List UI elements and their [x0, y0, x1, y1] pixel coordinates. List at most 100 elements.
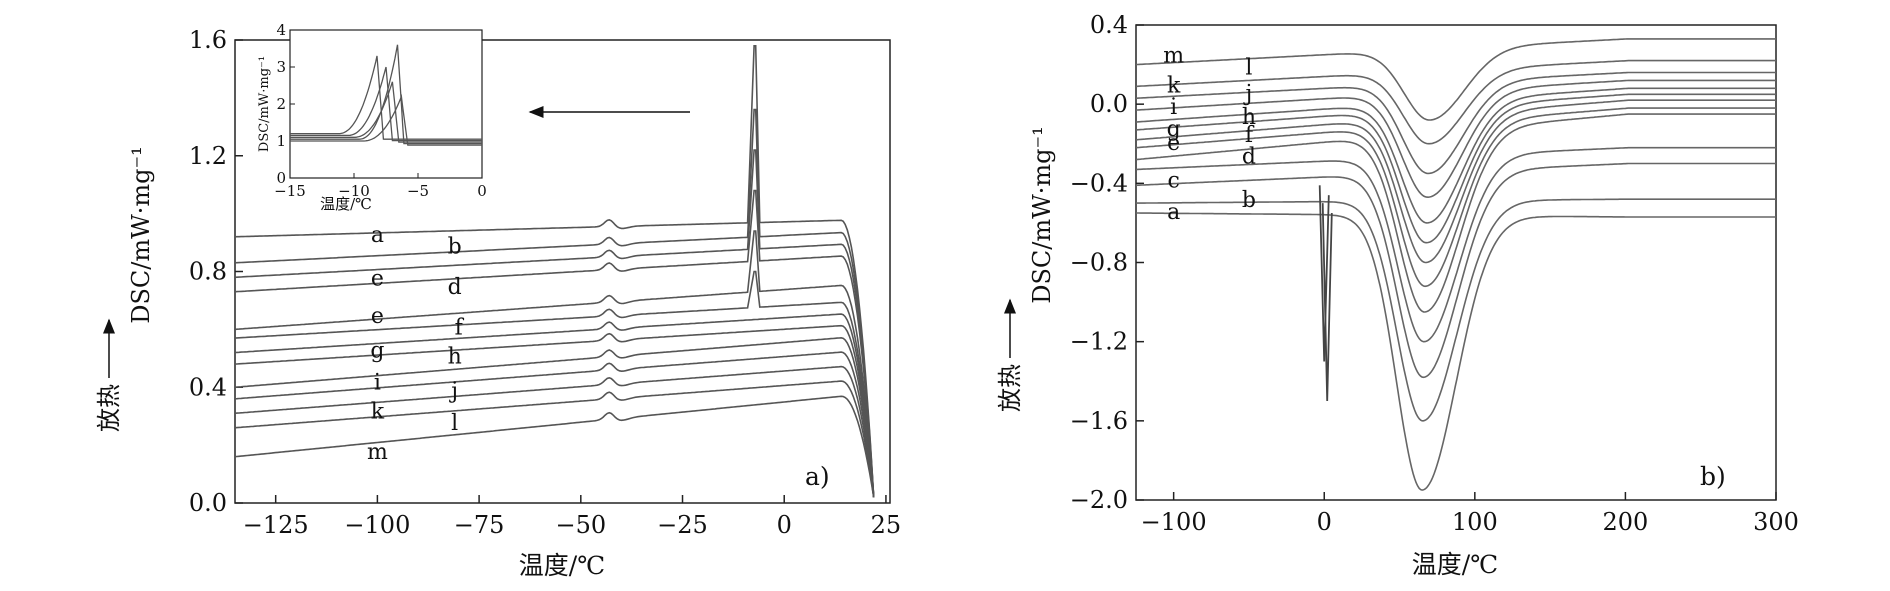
inset-x-tick-label: −5	[407, 182, 429, 200]
panel-b-x-tick-label: −100	[1141, 508, 1207, 536]
panel-b-x-tick-label: 0	[1317, 508, 1332, 536]
panel-a-y-axis-label: DSC/mW·mg⁻¹	[127, 146, 155, 324]
panel-b-y-tick-label: −0.4	[1070, 169, 1128, 197]
panel-b-series-curve	[1135, 79, 1776, 199]
inset-y-ticks: 0 1 2 3 4	[276, 21, 295, 187]
panel-b-y-axis-label-group: 放热 DSC/mW·mg⁻¹	[996, 126, 1056, 412]
panel-a-x-tick-label: −125	[243, 511, 309, 539]
panel-b-curve-label: f	[1245, 123, 1255, 148]
panel-a-series-curve	[234, 336, 875, 498]
panel-a-series-curve	[234, 149, 875, 498]
panel-a-series-curve	[234, 45, 875, 498]
panel-a-series-curve	[234, 324, 875, 498]
panel-a-curve-label: m	[367, 440, 388, 465]
panel-b-series-curve	[1135, 162, 1776, 379]
panel-b-panel-label: b)	[1700, 462, 1726, 491]
panel-a-y-tick-label: 0.0	[189, 489, 227, 517]
inset-y-tick-label: 0	[276, 169, 286, 187]
panel-b-series-curve	[1135, 113, 1776, 313]
panel-a-y-tick-label: 1.2	[189, 142, 227, 170]
panel-a-curve-label: a	[371, 223, 384, 248]
panel-a-x-tick-label: −75	[454, 511, 505, 539]
panel-a-series-curve	[234, 365, 875, 498]
panel-b-series-curve	[1135, 99, 1776, 264]
panel-b-x-tick-label: 200	[1603, 508, 1649, 536]
panel-a-x-tick-label: 0	[777, 511, 792, 539]
panel-b-curve-label: m	[1163, 44, 1184, 69]
panel-b-curve-labels: m l k j i h g f e d c b a	[1163, 44, 1256, 225]
panel-a-curve-label: f	[455, 315, 465, 340]
inset-y-tick-label: 3	[276, 58, 286, 76]
panel-b-series-curve	[1136, 198, 1776, 422]
panel-a-curve-label: g	[370, 339, 384, 364]
panel-b-series-curve	[1135, 93, 1776, 244]
panel-b-series-curve	[1135, 38, 1776, 121]
panel-b-curve-label: g	[1167, 117, 1181, 142]
panel-a-curves	[234, 45, 875, 498]
panel-a-series-curve	[234, 108, 875, 498]
panel-a-curve-label: e	[371, 304, 384, 329]
inset-y-tick-label: 1	[276, 132, 286, 150]
panel-b-curve-label: c	[1167, 168, 1179, 193]
panel-a-curve-labels: a b e d e f g h i j k l m	[367, 223, 465, 465]
panel-b-y-tick-label: −1.6	[1070, 407, 1128, 435]
panel-a-series-curve	[234, 189, 875, 498]
panel-b-melt-peak	[1318, 185, 1330, 362]
panel-a-curve-label: h	[448, 344, 462, 369]
panel-a-series-curve	[234, 395, 875, 498]
inset-x-axis-label: 温度/℃	[320, 195, 372, 213]
panel-b-series-curve	[1135, 107, 1776, 288]
panel-b-x-axis-label: 温度/℃	[1412, 550, 1498, 579]
panel-b-melt-peak	[1321, 203, 1333, 402]
panel-b-frame	[1135, 24, 1777, 501]
inset-frame	[289, 29, 483, 179]
inset-x-tick-label: 0	[477, 182, 487, 200]
panel-a-y-tick-label: 0.8	[189, 258, 227, 286]
panel-a-chart: −125 −100 −75 −50 −25 0 25 0.00.40.81.21.6 a be…	[95, 21, 901, 580]
panel-b-series-curve	[1136, 212, 1776, 491]
inset-series-curve	[290, 81, 482, 143]
panel-a-curve-label: k	[371, 399, 385, 424]
panel-a-y-tick-label: 0.4	[189, 373, 227, 401]
panel-b-curve-label: d	[1242, 145, 1256, 170]
panel-b-curve-label: e	[1167, 131, 1180, 156]
panel-b-curve-label: j	[1243, 81, 1253, 106]
panel-b-y-ticks: −2.0 −1.6 −1.2 −0.8 −0.4 0.0 0.4	[1070, 11, 1144, 514]
panel-a-x-tick-label: −50	[555, 511, 606, 539]
panel-b-curve-label: i	[1170, 95, 1177, 120]
panel-a-y-axis-arrow-label: 放热	[95, 384, 123, 432]
panel-a-x-tick-label: −100	[344, 511, 410, 539]
panel-b-x-tick-label: 100	[1452, 508, 1498, 536]
inset-series-curve	[290, 44, 482, 145]
panel-b-curve-label: l	[1245, 56, 1252, 81]
inset-series-curve	[290, 94, 482, 146]
inset-series-curve	[290, 55, 482, 140]
panel-a-series-curve	[234, 313, 875, 498]
panel-a-y-axis-label-group: 放热 DSC/mW·mg⁻¹	[95, 146, 155, 432]
panel-b-y-tick-label: −1.2	[1070, 328, 1128, 356]
panel-a-x-tick-label: 25	[871, 511, 902, 539]
inset-y-tick-label: 4	[276, 21, 286, 39]
panel-b-series-curve	[1136, 71, 1776, 175]
panel-a-x-tick-label: −25	[657, 511, 708, 539]
panel-a-curve-label: e	[371, 266, 384, 291]
panel-a-series-curve	[234, 380, 875, 498]
panel-a-x-axis-label: 温度/℃	[519, 551, 605, 580]
panel-a-y-tick-label: 1.6	[189, 26, 227, 54]
panel-b-curves	[1135, 38, 1776, 491]
panel-a-curve-label: i	[374, 370, 381, 395]
panel-a-curve-label: d	[448, 275, 462, 300]
panel-a-curve-label: l	[451, 411, 458, 436]
panel-b-series-curve	[1135, 146, 1776, 343]
panel-b-curve-label: b	[1242, 188, 1256, 213]
panel-b-curve-label: k	[1167, 73, 1181, 98]
inset-x-tick-label: −10	[338, 182, 370, 200]
panel-b-curve-label: a	[1167, 200, 1180, 225]
panel-a-curve-label: b	[448, 234, 462, 259]
panel-b-y-tick-label: 0.0	[1090, 90, 1128, 118]
inset-y-tick-label: 2	[276, 95, 286, 113]
inset-x-tick-label: −15	[274, 182, 306, 200]
panel-a-x-ticks: −125 −100 −75 −50 −25 0 25	[243, 495, 901, 539]
panel-b-curve-label: h	[1242, 105, 1256, 130]
